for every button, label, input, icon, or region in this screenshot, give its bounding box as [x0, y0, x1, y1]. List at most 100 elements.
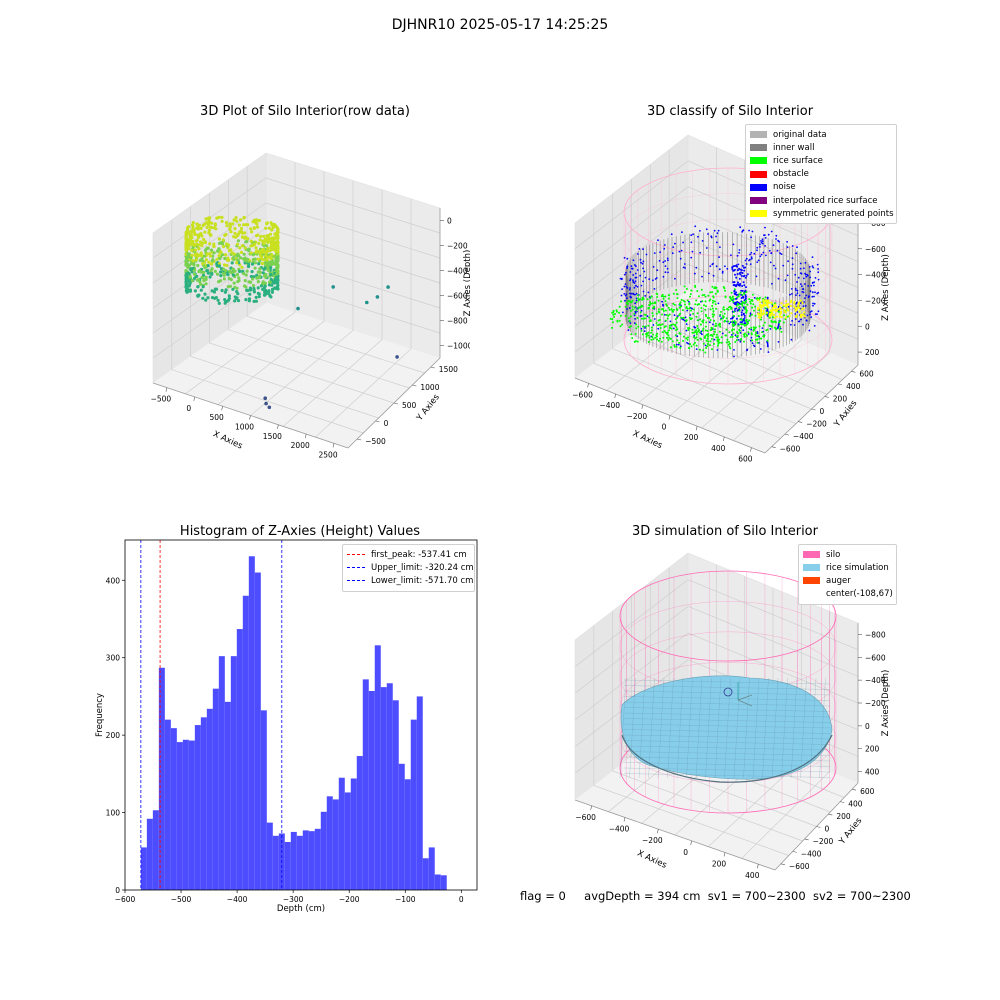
- raw-point: [276, 283, 280, 287]
- rice-point: [620, 300, 623, 303]
- rice-point: [685, 337, 688, 340]
- noise-point: [674, 277, 676, 280]
- z-tick-label: −1000: [447, 342, 470, 351]
- noise-point: [684, 267, 686, 269]
- x-tick-label: 2500: [319, 450, 338, 459]
- rice-point: [621, 323, 624, 326]
- noise-point: [759, 255, 762, 258]
- raw-point: [223, 301, 227, 305]
- raw-point: [226, 298, 231, 302]
- noise-point: [628, 288, 631, 291]
- noise-point: [736, 309, 739, 312]
- noise-point: [743, 269, 746, 272]
- rice-surface-top: [620, 675, 833, 780]
- noise-point: [685, 323, 688, 325]
- noise-point: [716, 232, 719, 235]
- noise-point: [677, 343, 680, 346]
- histogram-bar: [188, 740, 195, 890]
- floor-pane: [153, 303, 440, 448]
- noise-point: [813, 281, 816, 283]
- raw-point: [184, 273, 188, 277]
- noise-point: [735, 317, 738, 320]
- x-tick: [641, 404, 644, 409]
- classify-legend: original data inner wall rice surface obsta…: [745, 124, 897, 225]
- x-tick-label: 500: [209, 413, 224, 422]
- raw-point: [270, 228, 274, 232]
- rice-point: [756, 335, 759, 338]
- rice-point: [724, 289, 726, 292]
- histogram-bar: [290, 831, 297, 890]
- rice-point: [704, 337, 706, 339]
- symmetric-point: [794, 307, 797, 310]
- noise-point: [741, 264, 744, 267]
- sv1-text: sv1 = 700~2300: [707, 889, 806, 903]
- mesh-line: [733, 677, 741, 779]
- noise-point: [737, 263, 740, 266]
- raw-point: [222, 267, 226, 271]
- raw-point: [244, 298, 248, 302]
- raw-point: [220, 253, 225, 257]
- rice-point: [635, 301, 638, 303]
- noise-point: [629, 278, 632, 280]
- grid-line: [733, 197, 831, 441]
- rice-point: [630, 301, 633, 304]
- noise-point: [761, 327, 764, 329]
- noise-point: [687, 342, 690, 345]
- symmetric-point: [785, 304, 788, 307]
- noise-point: [800, 283, 802, 285]
- status-footer: flag = 0 avgDepth = 394 cm sv1 = 700~230…: [520, 889, 911, 903]
- raw-point: [266, 290, 270, 294]
- raw-point: [217, 254, 221, 258]
- rice-point: [730, 291, 733, 294]
- mesh-line: [667, 677, 674, 779]
- rice-point: [695, 331, 698, 334]
- x-tick-label: 0: [459, 895, 464, 904]
- inner-wall-points: [625, 232, 811, 358]
- y-tick: [828, 813, 833, 816]
- noise-point: [634, 280, 637, 283]
- rice-point: [745, 299, 747, 302]
- raw-point: [229, 248, 233, 252]
- raw-point: [205, 269, 209, 273]
- rice-point: [707, 333, 710, 335]
- rice-point: [636, 340, 639, 343]
- rice-point: [676, 293, 678, 296]
- noise-point: [735, 264, 738, 267]
- rice-simulation-surface: [619, 675, 833, 783]
- y-tick-label: 600: [859, 369, 874, 378]
- raw-point: [204, 217, 208, 221]
- legend-entry: original data: [750, 128, 892, 141]
- raw-point: [203, 266, 207, 270]
- raw-point: [236, 239, 240, 243]
- raw-point: [269, 245, 273, 249]
- raw-point: [228, 224, 232, 228]
- rice-point: [697, 295, 700, 298]
- y-tick-label: −200: [806, 420, 827, 429]
- raw-point: [184, 262, 188, 266]
- raw-point: [249, 274, 253, 279]
- noise-point: [817, 268, 819, 270]
- noise-point: [679, 257, 682, 260]
- noise-point: [803, 301, 805, 303]
- rice-point: [722, 308, 725, 311]
- noise-point: [805, 294, 808, 297]
- noise-point: [625, 271, 627, 274]
- noise-point: [735, 276, 738, 279]
- rice-point: [647, 341, 650, 343]
- raw-point: [184, 280, 188, 284]
- raw-point: [232, 257, 236, 262]
- x-tick-label: 400: [745, 871, 760, 880]
- raw-point: [196, 263, 200, 268]
- legend-label: first_peak: -537.41 cm: [371, 549, 467, 560]
- plot-frame: [124, 539, 478, 891]
- raw-point: [236, 299, 241, 303]
- raw-point: [227, 276, 231, 281]
- raw-point: [252, 290, 256, 294]
- y-tick: [780, 863, 786, 866]
- noise-point: [695, 266, 698, 269]
- rice-point: [736, 302, 739, 305]
- noise-point: [737, 339, 740, 341]
- y-tick: [816, 826, 821, 828]
- x-tick-label: −600: [572, 390, 593, 399]
- rice-point: [647, 324, 650, 327]
